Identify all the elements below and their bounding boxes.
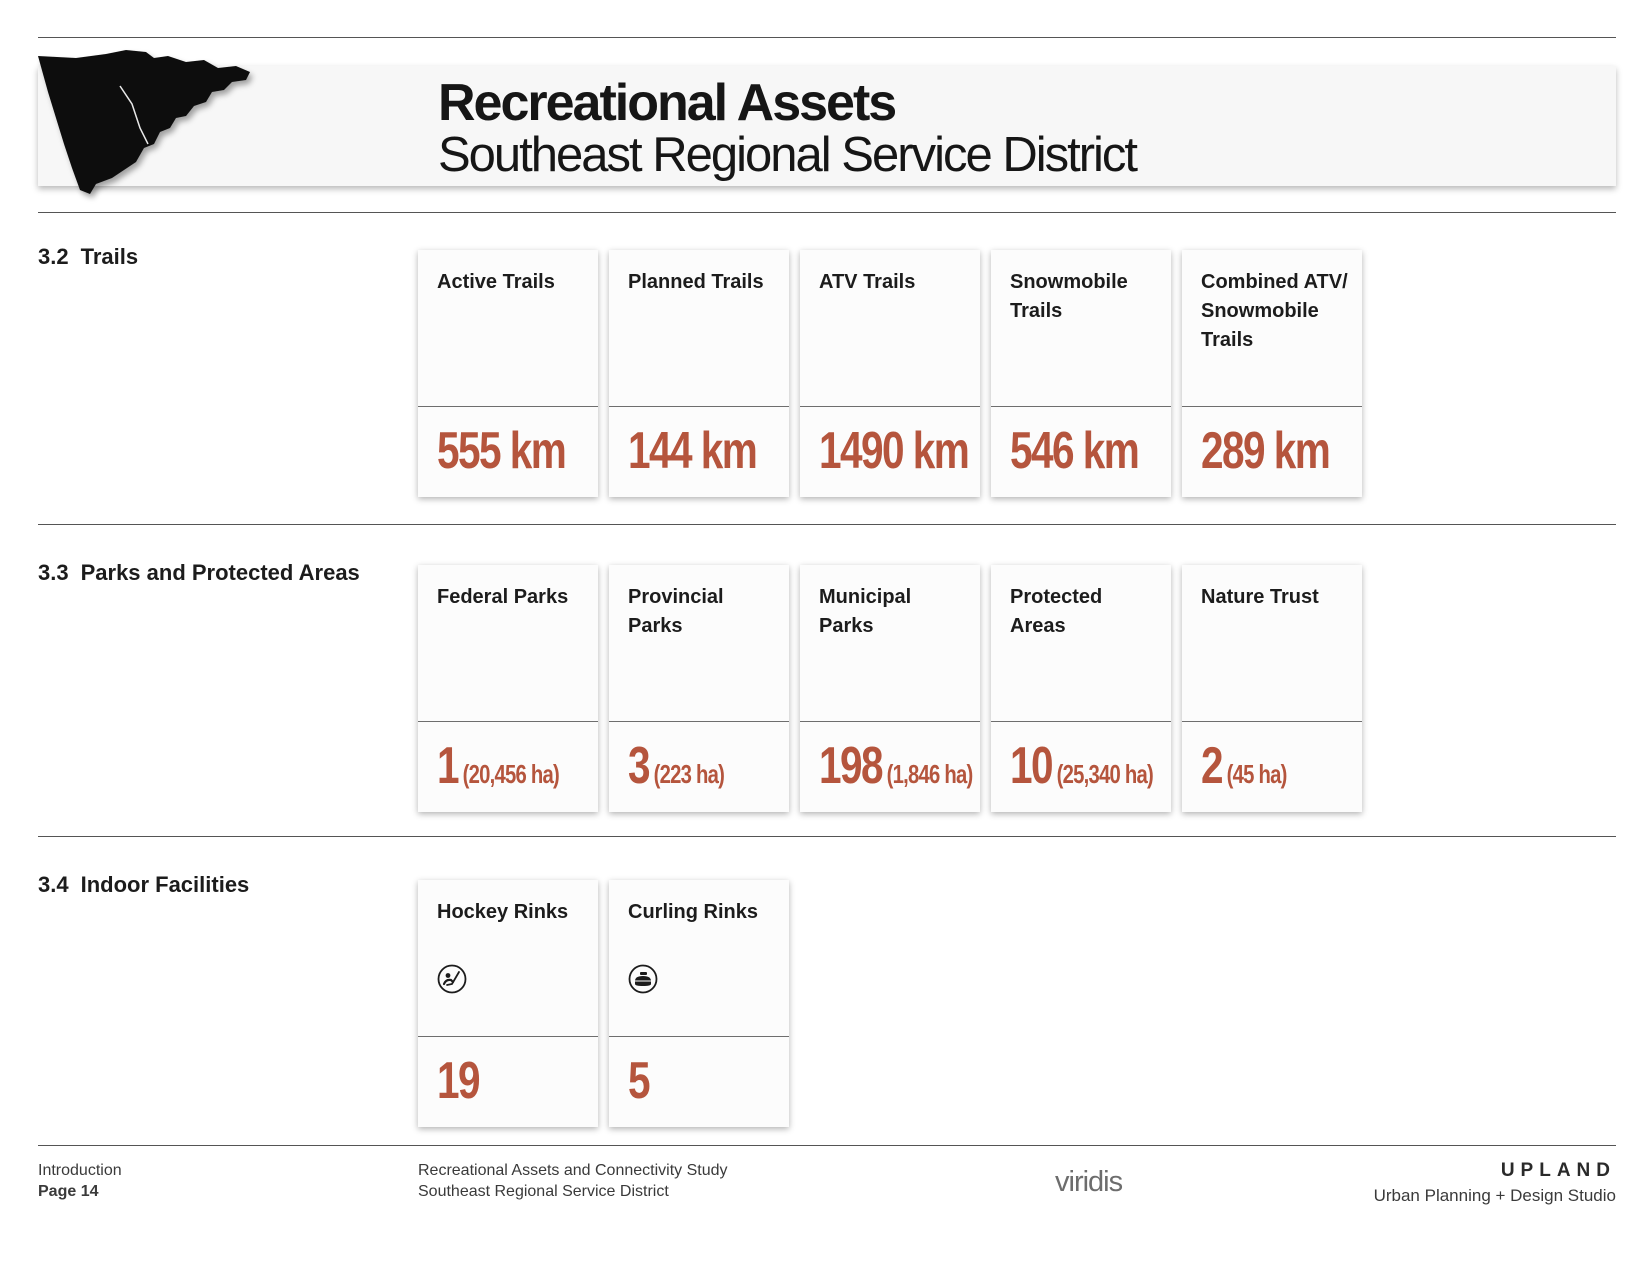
park-area: (25,340 ha)	[1056, 759, 1154, 789]
card-value: 3 (223 ha)	[628, 736, 725, 804]
card-atv-trails: ATV Trails 1490 km	[800, 250, 980, 497]
section-number: 3.4	[38, 872, 69, 897]
section-divider	[38, 836, 1616, 837]
card-provincial-parks: Provincial Parks 3 (223 ha)	[609, 565, 789, 812]
card-title: Nature Trust	[1201, 586, 1319, 608]
upland-tagline: Urban Planning + Design Studio	[1373, 1186, 1616, 1205]
card-value: 144 km	[628, 422, 758, 480]
viridis-logo: viridis	[1055, 1166, 1123, 1198]
park-count: 10	[1010, 737, 1054, 795]
header-band	[38, 66, 1616, 186]
card-snowmobile-trails: Snowmobile Trails 546 km	[991, 250, 1171, 497]
card-title: Active Trails	[437, 271, 555, 293]
card-hockey-rinks: Hockey Rinks 19	[418, 880, 598, 1127]
region-map-icon	[38, 50, 250, 194]
park-count: 1	[437, 737, 460, 795]
card-federal-parks: Federal Parks 1 (20,456 ha)	[418, 565, 598, 812]
section-title: Trails	[80, 244, 139, 269]
card-protected-areas: Protected Areas 10 (25,340 ha)	[991, 565, 1171, 812]
card-value: 1490 km	[819, 422, 970, 480]
page-title: Recreational Assets	[438, 74, 897, 132]
park-area: (20,456 ha)	[462, 759, 560, 789]
card-title: Protected Areas	[1010, 586, 1103, 637]
card-planned-trails: Planned Trails 144 km	[609, 250, 789, 497]
card-curling-rinks: Curling Rinks 5	[609, 880, 789, 1127]
card-title: Provincial Parks	[628, 586, 724, 637]
park-area: (223 ha)	[653, 759, 725, 789]
park-count: 3	[628, 737, 651, 795]
section-divider	[38, 524, 1616, 525]
card-combined-trails: Combined ATV/ Snowmobile Trails 289 km	[1182, 250, 1362, 497]
card-value: 555 km	[437, 422, 567, 480]
section-number: 3.3	[38, 560, 69, 585]
card-title: Combined ATV/ Snowmobile Trails	[1201, 271, 1348, 351]
footer-study-title: Recreational Assets and Connectivity Stu…	[418, 1162, 728, 1179]
card-title: Snowmobile Trails	[1010, 271, 1128, 322]
section-number: 3.2	[38, 244, 69, 269]
hockey-icon	[437, 964, 467, 994]
card-value: 2 (45 ha)	[1201, 736, 1287, 804]
footer-section: Introduction	[38, 1162, 122, 1179]
page-subtitle: Southeast Regional Service District	[438, 128, 1138, 182]
footer-study-subtitle: Southeast Regional Service District	[418, 1183, 669, 1200]
section-label-parks: 3.3 Parks and Protected Areas	[38, 560, 360, 586]
card-value: 546 km	[1010, 422, 1140, 480]
footer-rule	[38, 1145, 1616, 1146]
card-value: 5	[628, 1052, 651, 1110]
card-value: 198 (1,846 ha)	[819, 736, 974, 804]
footer-page-number: Page 14	[38, 1183, 99, 1200]
card-title: Hockey Rinks	[437, 901, 569, 923]
card-title: Planned Trails	[628, 271, 764, 293]
card-title: ATV Trails	[819, 271, 916, 293]
section-divider	[38, 212, 1616, 213]
top-rule	[38, 37, 1616, 38]
card-municipal-parks: Municipal Parks 198 (1,846 ha)	[800, 565, 980, 812]
card-title: Curling Rinks	[628, 901, 759, 923]
park-area: (1,846 ha)	[886, 759, 974, 789]
card-value: 289 km	[1201, 422, 1331, 480]
card-nature-trust: Nature Trust 2 (45 ha)	[1182, 565, 1362, 812]
park-count: 198	[819, 737, 884, 795]
card-value: 19	[437, 1052, 481, 1110]
section-label-indoor: 3.4 Indoor Facilities	[38, 872, 249, 898]
park-count: 2	[1201, 737, 1224, 795]
card-title: Federal Parks	[437, 586, 569, 608]
curling-stone-icon	[628, 964, 658, 994]
section-title: Parks and Protected Areas	[80, 560, 360, 585]
card-value: 10 (25,340 ha)	[1010, 736, 1154, 804]
card-active-trails: Active Trails 555 km	[418, 250, 598, 497]
section-label-trails: 3.2 Trails	[38, 244, 138, 270]
card-title: Municipal Parks	[819, 586, 912, 637]
park-area: (45 ha)	[1226, 759, 1288, 789]
card-value: 1 (20,456 ha)	[437, 736, 560, 804]
section-title: Indoor Facilities	[80, 872, 250, 897]
upland-logo: UPLAND	[1500, 1160, 1616, 1181]
